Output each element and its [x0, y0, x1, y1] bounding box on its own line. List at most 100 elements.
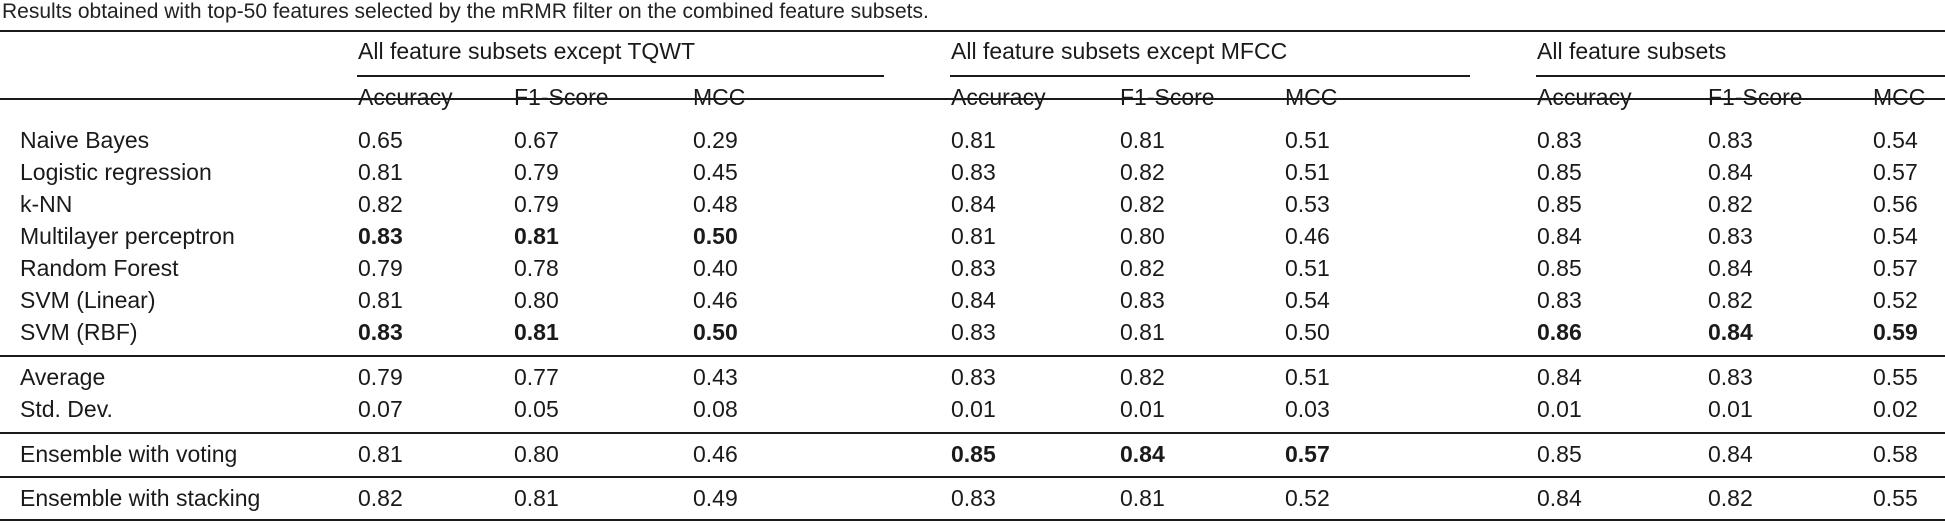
table-cell: 0.07	[358, 396, 403, 422]
table-cell: 0.79	[358, 255, 403, 281]
table-cell: 0.29	[693, 127, 738, 153]
group-header-2: All feature subsets except MFCC	[951, 38, 1288, 64]
table-cell: 0.82	[1120, 255, 1165, 281]
table-cell: 0.83	[1708, 127, 1753, 153]
table-cell: 0.65	[358, 127, 403, 153]
table-cell: 0.82	[1708, 191, 1753, 217]
table-cell: 0.54	[1873, 223, 1918, 249]
table-cell: 0.83	[358, 223, 403, 249]
table-cell: 0.01	[951, 396, 996, 422]
table-cell: 0.83	[1537, 127, 1582, 153]
bottom-rule	[0, 519, 1945, 521]
row-label: Average	[20, 364, 106, 390]
table-cell: 0.05	[514, 396, 559, 422]
table-cell: 0.84	[1120, 441, 1165, 467]
group-rule-2	[950, 75, 1470, 77]
table-cell: 0.84	[1708, 319, 1753, 345]
table-cell: 0.85	[1537, 255, 1582, 281]
table-cell: 0.83	[1708, 223, 1753, 249]
row-label: SVM (RBF)	[20, 319, 138, 345]
table-cell: 0.54	[1285, 287, 1330, 313]
group-header-3: All feature subsets	[1537, 38, 1727, 64]
table-cell: 0.54	[1873, 127, 1918, 153]
table-cell: 0.48	[693, 191, 738, 217]
table-cell: 0.83	[358, 319, 403, 345]
table-cell: 0.46	[1285, 223, 1330, 249]
table-cell: 0.83	[951, 255, 996, 281]
table-cell: 0.49	[693, 485, 738, 511]
table-cell: 0.57	[1285, 441, 1330, 467]
row-label: Naive Bayes	[20, 127, 150, 153]
column-header-mcc: MCC	[1285, 84, 1338, 110]
table-cell: 0.79	[514, 159, 559, 185]
table-cell: 0.83	[951, 485, 996, 511]
table-cell: 0.43	[693, 364, 738, 390]
table-cell: 0.59	[1873, 319, 1918, 345]
table-cell: 0.81	[514, 223, 559, 249]
table-cell: 0.81	[951, 223, 996, 249]
table-cell: 0.55	[1873, 364, 1918, 390]
table-cell: 0.57	[1873, 159, 1918, 185]
table-cell: 0.82	[1708, 287, 1753, 313]
table-cell: 0.56	[1873, 191, 1918, 217]
table-cell: 0.79	[358, 364, 403, 390]
row-label: Ensemble with stacking	[20, 485, 261, 511]
table-cell: 0.84	[1537, 485, 1582, 511]
table-cell: 0.81	[951, 127, 996, 153]
table-cell: 0.81	[514, 319, 559, 345]
section-rule-3	[0, 476, 1945, 478]
column-header-mcc: MCC	[1873, 84, 1926, 110]
column-header-f1-score: F1-Score	[1708, 84, 1803, 110]
table-cell: 0.83	[951, 364, 996, 390]
table-cell: 0.50	[693, 223, 738, 249]
table-cell: 0.58	[1873, 441, 1918, 467]
table-cell: 0.83	[1120, 287, 1165, 313]
table-cell: 0.84	[1537, 223, 1582, 249]
table-cell: 0.83	[951, 319, 996, 345]
table-cell: 0.50	[693, 319, 738, 345]
column-header-f1-score: F1-Score	[514, 84, 609, 110]
row-label: SVM (Linear)	[20, 287, 156, 313]
table-cell: 0.82	[1708, 485, 1753, 511]
table-cell: 0.81	[358, 159, 403, 185]
table-cell: 0.51	[1285, 364, 1330, 390]
table-cell: 0.67	[514, 127, 559, 153]
table-cell: 0.40	[693, 255, 738, 281]
table-cell: 0.03	[1285, 396, 1330, 422]
table-cell: 0.52	[1285, 485, 1330, 511]
row-label: k-NN	[20, 191, 73, 217]
group-rule-1	[357, 75, 884, 77]
table-cell: 0.55	[1873, 485, 1918, 511]
table-cell: 0.01	[1708, 396, 1753, 422]
column-header-accuracy: Accuracy	[1537, 84, 1632, 110]
table-cell: 0.82	[1120, 159, 1165, 185]
table-cell: 0.84	[1708, 441, 1753, 467]
column-header-accuracy: Accuracy	[951, 84, 1046, 110]
table-cell: 0.80	[1120, 223, 1165, 249]
row-label: Multilayer perceptron	[20, 223, 235, 249]
table-cell: 0.46	[693, 441, 738, 467]
table-cell: 0.85	[1537, 159, 1582, 185]
table-cell: 0.84	[951, 191, 996, 217]
table-cell: 0.02	[1873, 396, 1918, 422]
table-cell: 0.82	[358, 191, 403, 217]
table-cell: 0.51	[1285, 159, 1330, 185]
table-cell: 0.52	[1873, 287, 1918, 313]
table-cell: 0.53	[1285, 191, 1330, 217]
table-caption: Results obtained with top-50 features se…	[2, 0, 929, 23]
table-cell: 0.57	[1873, 255, 1918, 281]
table-cell: 0.85	[1537, 441, 1582, 467]
table-cell: 0.01	[1537, 396, 1582, 422]
table-cell: 0.84	[1537, 364, 1582, 390]
table-cell: 0.51	[1285, 255, 1330, 281]
column-header-f1-score: F1-Score	[1120, 84, 1215, 110]
table-cell: 0.80	[514, 441, 559, 467]
section-rule-2	[0, 432, 1945, 434]
row-label: Random Forest	[20, 255, 179, 281]
table-cell: 0.84	[951, 287, 996, 313]
section-rule-1	[0, 355, 1945, 357]
table-cell: 0.50	[1285, 319, 1330, 345]
row-label: Std. Dev.	[20, 396, 113, 422]
group-rule-3	[1536, 75, 1945, 77]
